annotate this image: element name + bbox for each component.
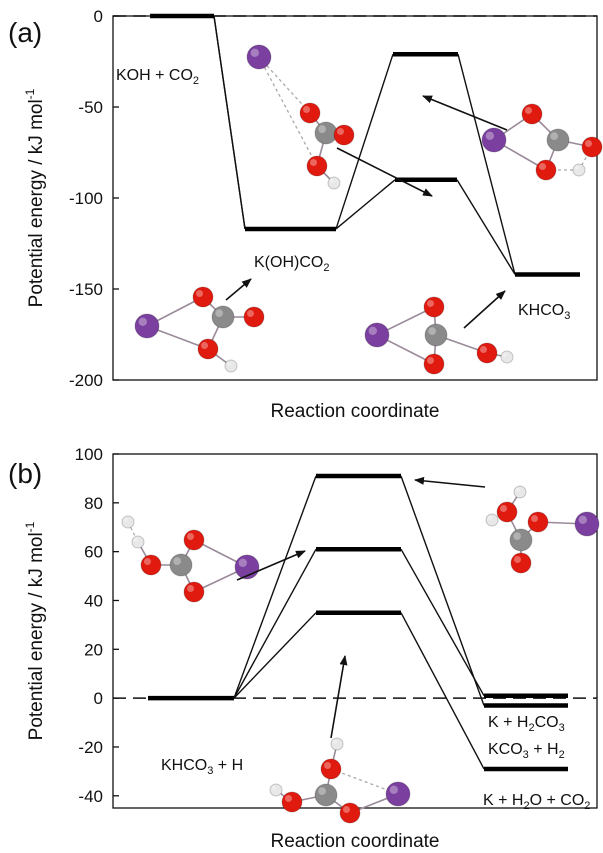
species-label: KHCO3 (518, 302, 570, 322)
connector-line (400, 475, 485, 706)
molecule-khco3 (364, 296, 514, 375)
species-label: KHCO3 + H (161, 757, 243, 777)
pointer-arrow (330, 655, 348, 739)
molecule-illustrations (121, 44, 603, 824)
y-tick-label: -50 (78, 98, 103, 117)
y-tick-label: 80 (84, 494, 103, 513)
connector-line (400, 548, 485, 697)
pointer-arrow (463, 290, 506, 329)
y-tick-label: 20 (84, 640, 103, 659)
pointer-arrow (414, 476, 486, 488)
panel-a: 0 -50 -100 -150 -200 KOH + CO2 K(OH)CO2 KHCO3 (a… (8, 7, 598, 422)
y-tick-label: 60 (84, 543, 103, 562)
y-tick-label: -20 (78, 738, 103, 757)
y-tick-label: 0 (94, 689, 103, 708)
molecule-koh-co2 (246, 44, 355, 190)
pointer-arrow (236, 550, 306, 581)
connector-line (335, 54, 394, 230)
y-tick-label: 40 (84, 591, 103, 610)
y-axis-label: Potential energy / kJ mol-1 (23, 521, 47, 740)
y-tick-label: 100 (75, 445, 103, 464)
panel-label: (a) (8, 17, 42, 48)
connector-line (457, 54, 516, 275)
connector-line (456, 179, 516, 275)
pointer-arrow (336, 147, 433, 197)
y-tick-label: -40 (78, 787, 103, 806)
molecule-koh-co2-complex (134, 286, 265, 373)
species-label: KOH + CO2 (116, 67, 199, 87)
y-tick-label: -100 (69, 189, 103, 208)
molecule-ts-a (481, 103, 603, 181)
y-tick-label: -200 (69, 371, 103, 390)
panel-label: (b) (8, 458, 42, 489)
y-axis-label: Potential energy / kJ mol-1 (23, 88, 47, 307)
molecule-ts-b2 (485, 485, 600, 574)
connector-line (335, 179, 396, 230)
species-label: K + H2O + CO2 (483, 792, 590, 812)
x-axis-label: Reaction coordinate (271, 401, 440, 422)
species-label: K(OH)CO2 (254, 254, 329, 274)
species-label: KCO3 + H2 (488, 741, 565, 761)
species-label: K + H2CO3 (488, 714, 565, 734)
x-axis-label: Reaction coordinate (271, 831, 440, 852)
y-tick-label: -150 (69, 280, 103, 299)
connector-line (213, 15, 246, 230)
pointer-arrow (225, 278, 252, 301)
molecule-ts-b1 (121, 515, 260, 603)
connector-line (400, 612, 485, 770)
connector-line (233, 548, 317, 699)
y-tick-label: 0 (94, 7, 103, 26)
pointer-arrow (422, 95, 508, 131)
panel-b: 100 80 60 40 20 0 -20 -40 KHCO3 + H K + H2CO3 KCO3… (8, 445, 598, 852)
molecule-ts-b3 (269, 737, 411, 824)
connector-line (233, 612, 317, 699)
connector-line (233, 475, 317, 699)
